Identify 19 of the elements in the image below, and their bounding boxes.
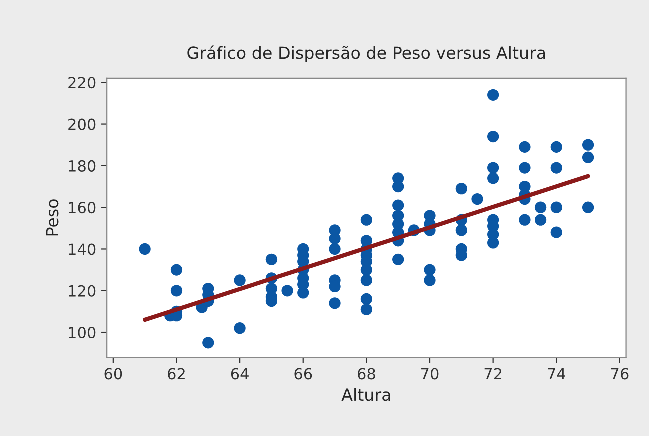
x-axis-title: Altura — [342, 388, 390, 402]
x-tick-label: 76 — [611, 368, 629, 380]
y-tick-label: 120 — [69, 285, 96, 297]
x-tick-label: 72 — [484, 368, 502, 380]
y-tick-label: 160 — [69, 202, 96, 214]
y-tick-label: 140 — [69, 244, 96, 256]
x-tick-label: 70 — [422, 368, 439, 380]
x-tick-label: 62 — [168, 368, 185, 380]
y-tick-label: 220 — [68, 77, 96, 89]
x-tick-label: 66 — [294, 368, 312, 380]
x-tick-label: 60 — [104, 368, 122, 380]
chart-title: Gráfico de Dispersão de Peso versus Altura — [188, 46, 546, 62]
y-axis-title: Peso — [46, 200, 59, 236]
x-tick-label: 74 — [548, 368, 566, 380]
x-tick-label: 64 — [231, 368, 249, 380]
x-tick-label: 68 — [358, 368, 376, 380]
y-tick-label: 180 — [69, 160, 96, 172]
y-tick-label: 200 — [68, 118, 96, 130]
y-tick-label: 100 — [69, 326, 96, 339]
